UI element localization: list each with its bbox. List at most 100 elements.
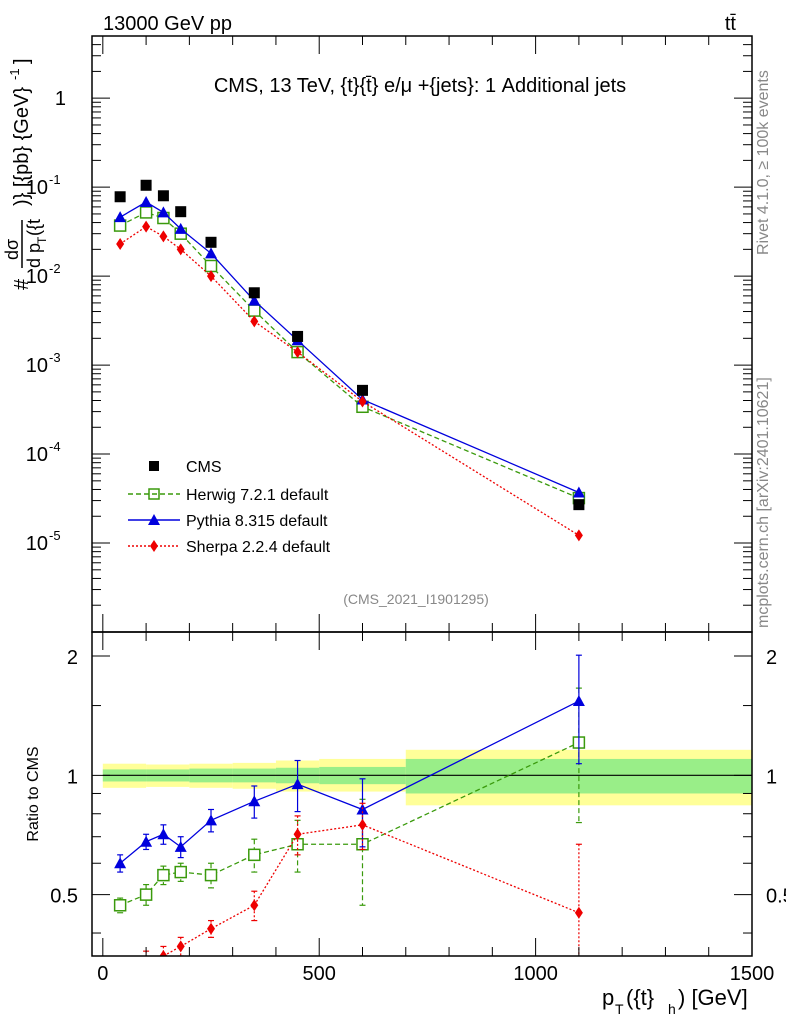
- x-tick-label: 0: [97, 963, 108, 985]
- herwig-ratio-point: [113, 899, 127, 912]
- pythia-main-point: [205, 247, 218, 259]
- cms-data-point: [292, 330, 304, 342]
- svg-text:({t: ({t: [24, 219, 44, 236]
- x-tick-label: 1000: [513, 963, 558, 985]
- herwig-main-point: [139, 206, 153, 219]
- pythia-main-point: [174, 222, 187, 234]
- pythia-main-point: [140, 196, 153, 208]
- svg-text:]: ]: [11, 58, 33, 64]
- pythia-ratio-point: [248, 795, 261, 807]
- herwig-ratio-point: [248, 848, 261, 862]
- legend-item-herwig: Herwig 7.2.1 default: [128, 487, 329, 504]
- cms-data-point: [205, 236, 217, 248]
- svg-text:) [GeV]: ) [GeV]: [678, 985, 748, 1010]
- svg-text:-1: -1: [7, 68, 22, 80]
- cms-data-point: [140, 179, 152, 191]
- herwig-main-point: [248, 304, 261, 317]
- sherpa-ratio-point: [574, 906, 583, 919]
- sherpa-main-point: [358, 395, 367, 408]
- svg-text:#: #: [11, 278, 33, 290]
- axes: 110-110-210-310-410-50500100015000.50.51…: [26, 35, 786, 985]
- plot-title: CMS, 13 TeV, {t}{t̄} e/μ +{jets}: 1 Addi…: [214, 75, 626, 97]
- sherpa-ratio-point: [250, 899, 259, 912]
- ratio-tick-label-right: 2: [766, 647, 777, 669]
- sherpa-main-point: [293, 346, 302, 359]
- y-tick-label-main: 10: [26, 355, 48, 377]
- svg-text:T: T: [615, 1001, 624, 1017]
- pythia-ratio-point: [140, 835, 153, 847]
- sherpa-ratio-point: [145, 954, 147, 956]
- svg-text:dσ: dσ: [2, 239, 22, 260]
- svg-text:h: h: [668, 1001, 676, 1017]
- y-tick-exponent-main: -5: [49, 528, 61, 543]
- herwig-main-point: [204, 259, 218, 273]
- sherpa-ratio-point: [176, 940, 185, 953]
- pythia-ratio-point: [572, 695, 585, 707]
- sherpa-ratio-point: [293, 828, 302, 841]
- y-tick-exponent-main: -4: [49, 439, 61, 454]
- herwig-ratio-line: [119, 741, 580, 906]
- ratio-tick-label-left: 0.5: [50, 886, 78, 908]
- ratio-tick-label-left: 1: [67, 766, 78, 788]
- herwig-ratio-point: [204, 868, 218, 882]
- sherpa-main-point: [159, 230, 168, 243]
- x-tick-label: 1500: [730, 963, 775, 985]
- ratio-tick-label-left: 2: [67, 647, 78, 669]
- pythia-ratio-point: [174, 840, 187, 852]
- ratio-plot-series: [113, 654, 586, 989]
- ratio-tick-label-right: 1: [766, 766, 777, 788]
- y-tick-label-main: 1: [55, 88, 66, 110]
- sherpa-ratio-point: [358, 818, 367, 831]
- herwig-ratio-point: [157, 868, 170, 882]
- main-plot-series: [113, 179, 586, 542]
- y-tick-label-main: 10: [26, 266, 48, 288]
- legend-item-sherpa: Sherpa 2.2.4 default: [128, 539, 331, 556]
- sherpa-main-point: [574, 529, 583, 542]
- cms-data-point: [157, 190, 169, 202]
- sherpa-main-point: [176, 243, 185, 256]
- side-label-mcplots: mcplots.cern.ch [arXiv:2401.10621]: [755, 377, 772, 628]
- sherpa-ratio-point: [207, 922, 216, 935]
- analysis-watermark: (CMS_2021_I1901295): [343, 591, 489, 607]
- svg-text:T: T: [35, 236, 49, 244]
- svg-text:d p: d p: [24, 243, 44, 268]
- pythia-main-line: [119, 201, 580, 494]
- svg-text:)} [{pb} {GeV}: )} [{pb} {GeV}: [11, 87, 33, 206]
- header-left: 13000 GeV pp: [103, 13, 232, 35]
- svg-text:CMS: CMS: [186, 459, 222, 476]
- cms-data-point: [573, 499, 585, 511]
- header-right: tt̄: [725, 13, 737, 35]
- pythia-ratio-point: [114, 857, 127, 869]
- herwig-main-line: [119, 211, 580, 499]
- cms-data-point: [175, 206, 187, 218]
- y-tick-exponent-main: -2: [49, 261, 61, 276]
- legend: CMS Herwig 7.2.1 default Pythia 8.315 de…: [128, 459, 331, 556]
- ratio-plot-frame: [91, 631, 753, 957]
- x-tick-label: 500: [303, 963, 336, 985]
- svg-text:Herwig 7.2.1 default: Herwig 7.2.1 default: [186, 487, 329, 504]
- sherpa-main-point: [116, 237, 125, 250]
- y-tick-label-main: 10: [26, 533, 48, 555]
- y-tick-label-main: 10: [26, 177, 48, 199]
- svg-text:p: p: [602, 985, 614, 1010]
- x-axis-label: p T ({t} h ) [GeV]: [602, 985, 748, 1017]
- sherpa-ratio-point: [116, 977, 124, 989]
- svg-text:Pythia 8.315 default: Pythia 8.315 default: [186, 513, 328, 530]
- side-label-rivet: Rivet 4.1.0, ≥ 100k events: [755, 70, 772, 255]
- pythia-ratio-point: [157, 828, 170, 840]
- sherpa-main-point: [207, 270, 216, 283]
- pythia-ratio-point: [291, 778, 304, 790]
- y-tick-exponent-main: -3: [49, 350, 61, 365]
- legend-item-pythia: Pythia 8.315 default: [128, 513, 328, 530]
- y-axis-label-main: # dσ d p T ({t )} [{pb} {GeV} -1 ]: [2, 58, 49, 290]
- sherpa-ratio-line: [161, 824, 580, 956]
- herwig-ratio-point: [139, 888, 153, 901]
- svg-text:Sherpa 2.2.4 default: Sherpa 2.2.4 default: [186, 539, 331, 556]
- ratio-clip-group: [113, 654, 586, 989]
- legend-item-cms: CMS: [149, 459, 222, 476]
- pythia-main-point: [572, 486, 585, 498]
- sherpa-main-point: [142, 220, 151, 233]
- pythia-ratio-point: [205, 814, 218, 826]
- y-tick-exponent-main: -1: [49, 172, 61, 187]
